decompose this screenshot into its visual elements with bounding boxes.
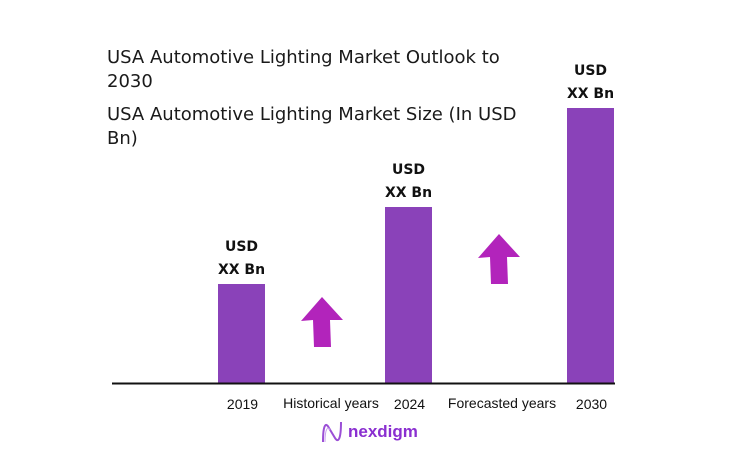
bar-2030 xyxy=(567,108,614,383)
data-label-line2: XX Bn xyxy=(385,185,432,201)
data-label-line1: USD xyxy=(225,239,258,255)
x-tick-label: 2030 xyxy=(576,396,607,412)
data-label-line2: XX Bn xyxy=(218,262,265,278)
period-label-historical: Historical years xyxy=(283,395,379,411)
period-label-forecasted: Forecasted years xyxy=(448,395,556,411)
growth-arrow-up-icon xyxy=(478,234,520,284)
bar-2024 xyxy=(385,207,432,383)
logo-text: nexdigm xyxy=(348,422,418,441)
nexdigm-logo: nexdigm xyxy=(321,420,418,444)
data-label-line2: XX Bn xyxy=(567,86,614,102)
bar-2019 xyxy=(218,284,265,383)
chart-title: USA Automotive Lighting Market Outlook t… xyxy=(107,47,500,92)
growth-arrow-up-icon xyxy=(301,297,343,347)
chart-subtitle: USA Automotive Lighting Market Size (In … xyxy=(107,104,517,149)
data-label-line1: USD xyxy=(574,63,607,79)
data-label-line1: USD xyxy=(392,162,425,178)
x-tick-label: 2019 xyxy=(227,396,258,412)
x-tick-label: 2024 xyxy=(394,396,425,412)
nexdigm-logo-icon xyxy=(322,421,342,443)
